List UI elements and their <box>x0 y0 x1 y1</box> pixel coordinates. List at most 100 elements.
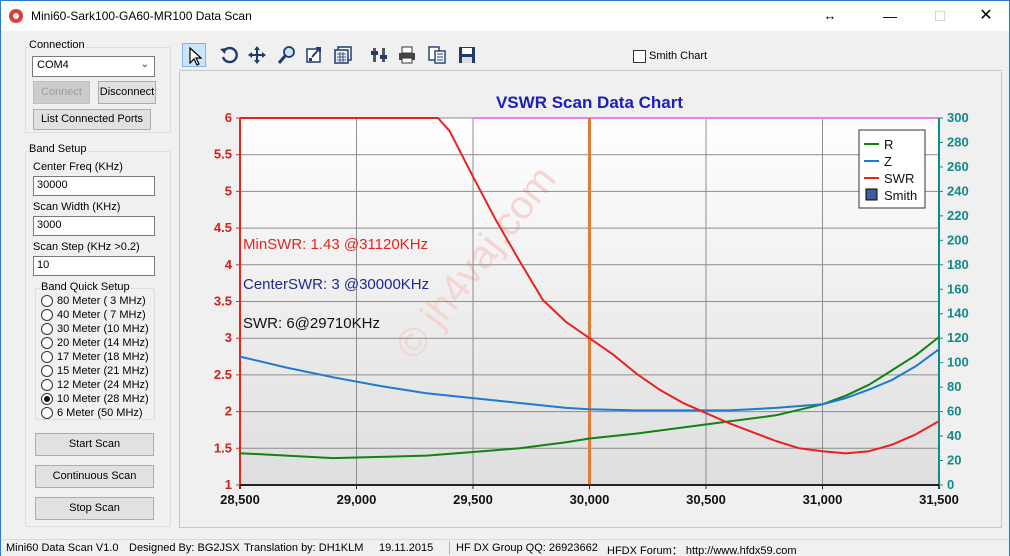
radio-button[interactable] <box>41 323 53 335</box>
scan-step-input[interactable]: 10 <box>33 256 155 276</box>
band-radio-label: 17 Meter (18 MHz) <box>57 351 149 363</box>
band-radio-label: 12 Meter (24 MHz) <box>57 379 149 391</box>
right-tick-label: 100 <box>947 355 969 370</box>
right-tick-label: 160 <box>947 281 969 296</box>
scan-width-input[interactable]: 3000 <box>33 216 155 236</box>
vswr-chart[interactable]: © jh4vaj.com11.522.533.544.555.560204060… <box>180 72 1003 528</box>
title-bar: Mini60-Sark100-GA60-MR100 Data Scan ↔ — … <box>1 1 1009 31</box>
legend-label: Z <box>884 154 892 169</box>
center-freq-input[interactable]: 30000 <box>33 176 155 196</box>
maximize-button[interactable]: ☐ <box>933 8 947 24</box>
list-ports-button[interactable]: List Connected Ports <box>33 109 151 130</box>
radio-button[interactable] <box>41 351 53 363</box>
band-radio-label: 80 Meter ( 3 MHz) <box>57 295 146 307</box>
right-tick-label: 220 <box>947 208 969 223</box>
x-tick-label: 28,500 <box>220 492 260 507</box>
legend-label: R <box>884 137 893 152</box>
center-swr-annotation: CenterSWR: 3 @30000KHz <box>243 276 429 293</box>
rotate-icon[interactable] <box>217 43 241 67</box>
band-radio-item[interactable]: 10 Meter (28 MHz) <box>41 392 149 406</box>
band-setup-group: Band Setup <box>25 143 171 527</box>
band-radio-item[interactable]: 80 Meter ( 3 MHz) <box>41 294 146 308</box>
connection-group-title: Connection <box>28 39 86 51</box>
center-freq-label: Center Freq (KHz) <box>33 161 123 173</box>
legend-label: SWR <box>884 171 914 186</box>
right-tick-label: 260 <box>947 159 969 174</box>
chart-panel: © jh4vaj.com 1 1.5 2 2.5 3 3.5 4 4.5 5 5.5 6 0 20 40 60… <box>179 72 1002 528</box>
chart-title: VSWR Scan Data Chart <box>496 93 683 112</box>
right-tick-label: 140 <box>947 306 969 321</box>
move-icon[interactable] <box>245 43 269 67</box>
chart-toolbar: Smith Chart <box>179 41 1002 71</box>
right-tick-label: 40 <box>947 428 961 443</box>
band-radio-label: 10 Meter (28 MHz) <box>57 393 149 405</box>
series-line-swr <box>240 117 940 455</box>
min-swr-annotation: MinSWR: 1.43 @31120KHz <box>243 236 428 253</box>
left-tick-label: 2 <box>225 404 232 419</box>
port-select[interactable]: COM4 ⌄ <box>32 56 155 77</box>
right-tick-label: 0 <box>947 477 954 492</box>
zoom-box-icon[interactable] <box>303 43 327 67</box>
radio-button[interactable] <box>41 309 53 321</box>
smith-chart-label[interactable]: Smith Chart <box>649 50 708 62</box>
right-tick-label: 80 <box>947 379 961 394</box>
close-button[interactable]: ✕ <box>979 7 993 24</box>
right-tick-label: 20 <box>947 453 961 468</box>
stop-scan-button[interactable]: Stop Scan <box>35 497 154 520</box>
band-radio-item[interactable]: 20 Meter (14 MHz) <box>41 336 149 350</box>
x-tick-label: 30,500 <box>686 492 726 507</box>
settings-icon[interactable] <box>367 43 391 67</box>
radio-button[interactable] <box>41 295 53 307</box>
status-date: 19.11.2015 <box>379 542 434 554</box>
right-tick-label: 180 <box>947 257 969 272</box>
band-radio-item[interactable]: 12 Meter (24 MHz) <box>41 378 149 392</box>
zoom-icon[interactable] <box>275 43 299 67</box>
x-tick-label: 30,000 <box>570 492 610 507</box>
radio-button[interactable] <box>41 379 53 391</box>
disconnect-button[interactable]: Disconnect <box>98 81 156 104</box>
resize-icon[interactable]: ↔ <box>823 8 837 23</box>
radio-button[interactable] <box>41 407 53 419</box>
minimize-button[interactable]: — <box>883 8 897 24</box>
right-tick-label: 60 <box>947 404 961 419</box>
chevron-down-icon[interactable]: ⌄ <box>140 59 149 70</box>
radio-button[interactable] <box>41 393 53 405</box>
continuous-scan-button[interactable]: Continuous Scan <box>35 465 154 488</box>
left-tick-label: 5 <box>225 183 232 198</box>
connection-group: Connection <box>25 39 171 133</box>
status-bar: Mini60 Data Scan V1.0 Designed By: BG2JS… <box>1 539 1009 556</box>
save-icon[interactable] <box>455 43 479 67</box>
band-quick-title: Band Quick Setup <box>40 281 131 293</box>
smith-chart-checkbox[interactable] <box>633 50 646 63</box>
grid-icon[interactable] <box>331 43 355 67</box>
band-radio-item[interactable]: 6 Meter (50 MHz) <box>41 406 143 420</box>
band-radio-item[interactable]: 30 Meter (10 MHz) <box>41 322 149 336</box>
legend-smith-swatch <box>865 188 878 201</box>
right-tick-label: 200 <box>947 232 969 247</box>
band-radio-item[interactable]: 40 Meter ( 7 MHz) <box>41 308 146 322</box>
band-radio-item[interactable]: 15 Meter (21 MHz) <box>41 364 149 378</box>
start-scan-button[interactable]: Start Scan <box>35 433 154 456</box>
port-select-value: COM4 <box>37 59 69 71</box>
pointer-icon[interactable] <box>182 43 206 67</box>
radio-button[interactable] <box>41 337 53 349</box>
band-radio-item[interactable]: 17 Meter (18 MHz) <box>41 350 149 364</box>
series-line-r <box>239 336 940 460</box>
left-tick-label: 4.5 <box>214 220 232 235</box>
series-line-z <box>239 348 940 412</box>
band-radio-label: 40 Meter ( 7 MHz) <box>57 309 146 321</box>
status-separator <box>449 541 450 555</box>
left-tick-label: 3 <box>225 330 232 345</box>
legend-label: Smith <box>884 188 917 203</box>
band-setup-title: Band Setup <box>28 143 88 155</box>
left-tick-label: 6 <box>225 110 232 125</box>
status-forum: HFDX Forum： http://www.hfdx59.com <box>607 545 797 556</box>
radio-button[interactable] <box>41 365 53 377</box>
x-tick-label: 31,000 <box>803 492 843 507</box>
left-tick-label: 1.5 <box>214 440 232 455</box>
print-icon[interactable] <box>395 43 419 67</box>
copy-icon[interactable] <box>425 43 449 67</box>
band-quick-group: Band Quick Setup <box>35 281 155 420</box>
connect-button[interactable]: Connect <box>33 81 90 104</box>
